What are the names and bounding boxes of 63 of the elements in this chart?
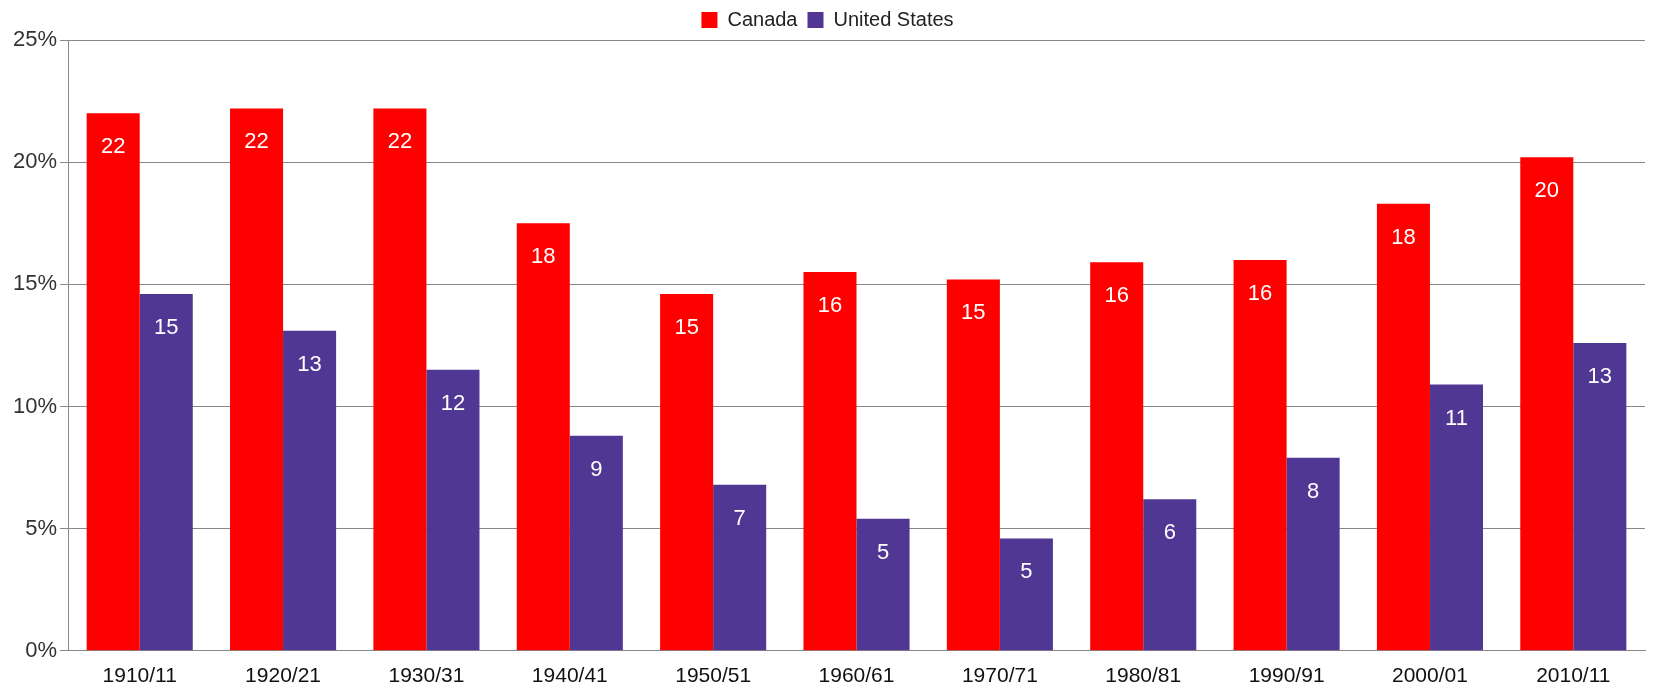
data-label: 18 [531,243,556,269]
data-label: 15 [961,299,986,325]
bar [1143,499,1197,651]
data-label: 13 [297,350,322,376]
data-label: 8 [1306,477,1320,503]
x-tick-label: 1950/51 [675,663,752,687]
y-tick-label: 25% [12,26,58,52]
data-label: 11 [1445,404,1468,430]
bar [856,518,910,651]
bar [660,294,714,651]
data-label: 7 [733,504,746,530]
x-tick-label: 1980/81 [1105,663,1182,687]
data-label: 6 [1163,519,1176,545]
bar [1376,203,1430,651]
x-tick-label: 1970/71 [961,663,1038,687]
data-label: 22 [387,128,413,154]
data-label: 13 [1587,363,1613,389]
x-tick-label: 2000/01 [1392,663,1468,687]
bar [230,108,284,651]
x-tick-label: 1910/11 [102,663,177,687]
bar [1090,262,1144,651]
bar [516,223,570,651]
bar [946,279,1000,651]
bar [1233,259,1287,651]
x-tick-label: 1940/41 [531,663,608,687]
data-label: 9 [590,455,603,481]
legend-label: United States [833,7,954,30]
legend-label: Canada [727,7,799,30]
bar [373,108,427,651]
y-tick-label: 15% [12,270,58,296]
data-label: 22 [244,128,269,154]
bar [86,113,140,651]
data-label: 18 [1391,223,1416,249]
bar [283,330,337,651]
data-label: 12 [440,389,466,415]
bar [139,294,193,651]
data-label: 16 [1247,279,1273,305]
y-tick-label: 5% [25,514,58,540]
x-tick-label: 1930/31 [388,663,465,687]
bar [426,369,480,651]
data-label: 20 [1534,177,1560,203]
data-label: 16 [1104,282,1129,308]
x-tick-label: 1920/21 [245,663,322,687]
bar [1429,384,1483,651]
bar [1520,157,1574,651]
data-label: 15 [153,314,179,340]
bar [803,272,857,651]
data-label: 5 [876,538,890,564]
bar [569,435,623,651]
y-tick-label: 0% [25,636,58,662]
x-tick-label: 1990/91 [1248,663,1325,687]
data-label: 5 [1020,558,1033,584]
data-label: 15 [674,314,699,340]
data-label: 22 [100,133,126,159]
data-label: 16 [817,292,843,318]
bar [999,538,1053,651]
bar [1573,342,1627,651]
y-tick-label: 10% [12,392,58,418]
x-tick-label: 2010/11 [1536,663,1611,687]
bar [713,484,767,651]
x-tick-label: 1960/61 [818,663,895,687]
y-tick-label: 20% [12,148,58,174]
bar [1286,457,1340,651]
